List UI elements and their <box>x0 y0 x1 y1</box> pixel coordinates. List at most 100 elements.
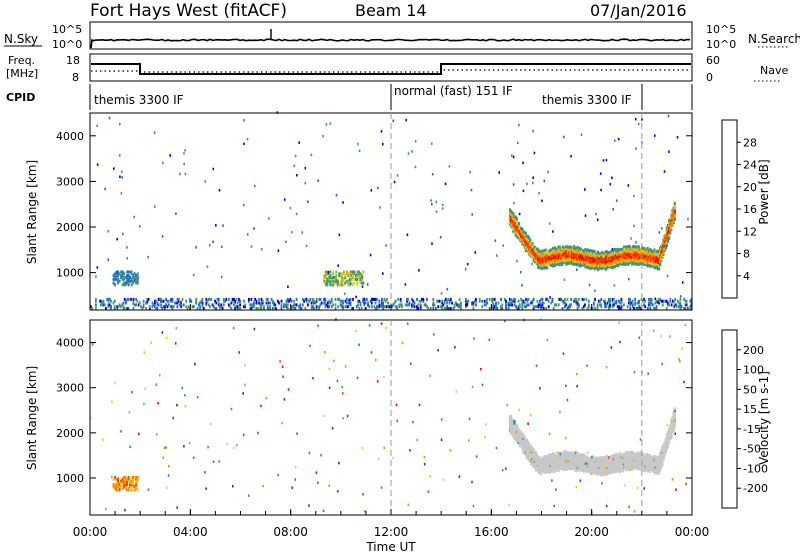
heatmap-cell <box>652 264 655 268</box>
heatmap-cell <box>515 423 518 427</box>
heatmap-cell <box>563 461 566 465</box>
heatmap-cell <box>519 433 522 437</box>
heatmap-cell <box>531 254 534 258</box>
heatmap-cell <box>561 248 565 252</box>
heatmap-cell <box>513 423 516 427</box>
heatmap-cell <box>376 307 378 310</box>
heatmap-cell <box>668 219 671 223</box>
heatmap-cell <box>230 301 233 305</box>
heatmap-cell <box>517 307 520 310</box>
heatmap-cell <box>398 303 401 307</box>
heatmap-cell <box>417 307 420 310</box>
heatmap-cell <box>672 211 675 215</box>
heatmap-cell <box>528 252 531 256</box>
heatmap-cell <box>658 231 661 234</box>
heatmap-cell <box>406 233 409 236</box>
heatmap-cell <box>671 220 674 224</box>
heatmap-cell <box>601 250 604 254</box>
heatmap-cell <box>673 416 676 420</box>
heatmap-cell <box>569 462 572 466</box>
heatmap-cell <box>381 301 383 305</box>
heatmap-cell <box>628 450 631 454</box>
heatmap-cell <box>555 303 558 307</box>
heatmap-cell <box>681 281 684 284</box>
heatmap-cell <box>274 303 277 307</box>
heatmap-cell <box>616 252 619 256</box>
heatmap-cell <box>117 484 120 488</box>
heatmap-cell <box>142 305 145 309</box>
heatmap-cell <box>541 254 544 258</box>
heatmap-cell <box>637 256 640 260</box>
heatmap-cell <box>668 220 671 224</box>
heatmap-cell <box>624 249 627 253</box>
heatmap-cell <box>624 256 627 259</box>
heatmap-cell <box>397 297 400 301</box>
heatmap-cell <box>95 299 97 303</box>
heatmap-cell <box>652 464 655 468</box>
heatmap-cell <box>123 481 126 485</box>
heatmap-cell <box>238 307 240 310</box>
heatmap-cell <box>517 228 521 232</box>
x-tick-label: 00:00 <box>675 525 710 539</box>
heatmap-cell <box>107 299 110 303</box>
heatmap-cell <box>628 505 630 509</box>
heatmap-cell <box>516 426 519 430</box>
heatmap-cell <box>537 303 540 307</box>
heatmap-cell <box>285 303 288 307</box>
heatmap-cell <box>576 303 579 307</box>
heatmap-cell <box>655 258 658 262</box>
y-tick-label: 1000 <box>56 472 84 485</box>
heatmap-cell <box>563 456 566 460</box>
heatmap-cell <box>495 303 497 307</box>
heatmap-cell <box>129 477 132 481</box>
heatmap-cell <box>526 303 529 307</box>
heatmap-cell <box>146 297 149 301</box>
heatmap-cell <box>336 279 339 283</box>
heatmap-cell <box>624 460 627 464</box>
heatmap-cell <box>558 263 561 267</box>
colorbar-tick-label: 16 <box>743 203 757 216</box>
heatmap-cell <box>640 297 643 301</box>
heatmap-cell <box>652 456 655 460</box>
heatmap-cell <box>538 471 541 475</box>
heatmap-cell <box>546 256 549 260</box>
heatmap-cell <box>522 239 525 243</box>
heatmap-cell <box>670 434 673 438</box>
heatmap-cell <box>380 130 383 133</box>
heatmap-cell <box>250 307 253 310</box>
heatmap-cell <box>596 303 599 307</box>
heatmap-cell <box>485 299 487 303</box>
heatmap-cell <box>127 297 130 301</box>
heatmap-cell <box>515 218 518 222</box>
heatmap-cell <box>435 210 438 213</box>
heatmap-cell <box>351 274 354 278</box>
heatmap-cell <box>557 468 560 472</box>
heatmap-cell <box>611 255 614 259</box>
heatmap-cell <box>607 264 610 268</box>
heatmap-cell <box>665 236 668 240</box>
heatmap-cell <box>628 254 631 258</box>
heatmap-cell <box>592 301 595 305</box>
heatmap-cell <box>644 251 647 255</box>
heatmap-cell <box>148 307 151 310</box>
heatmap-cell <box>673 413 676 417</box>
heatmap-cell <box>655 471 658 474</box>
heatmap-cell <box>493 297 496 301</box>
heatmap-cell <box>107 305 110 309</box>
heatmap-cell <box>392 303 395 307</box>
heatmap-cell <box>117 281 120 285</box>
heatmap-cell <box>368 305 371 309</box>
heatmap-cell <box>448 299 451 303</box>
heatmap-cell <box>253 227 255 230</box>
heatmap-cell <box>132 479 135 483</box>
heatmap-cell <box>416 305 418 309</box>
colorbar-tick-label: 100 <box>743 364 764 377</box>
heatmap-cell <box>327 301 329 305</box>
heatmap-cell <box>151 305 154 309</box>
heatmap-cell <box>171 305 174 309</box>
heatmap-cell <box>159 374 161 377</box>
heatmap-cell <box>558 260 561 264</box>
heatmap-cell <box>554 465 557 469</box>
heatmap-cell <box>222 297 225 301</box>
heatmap-cell <box>234 307 236 310</box>
